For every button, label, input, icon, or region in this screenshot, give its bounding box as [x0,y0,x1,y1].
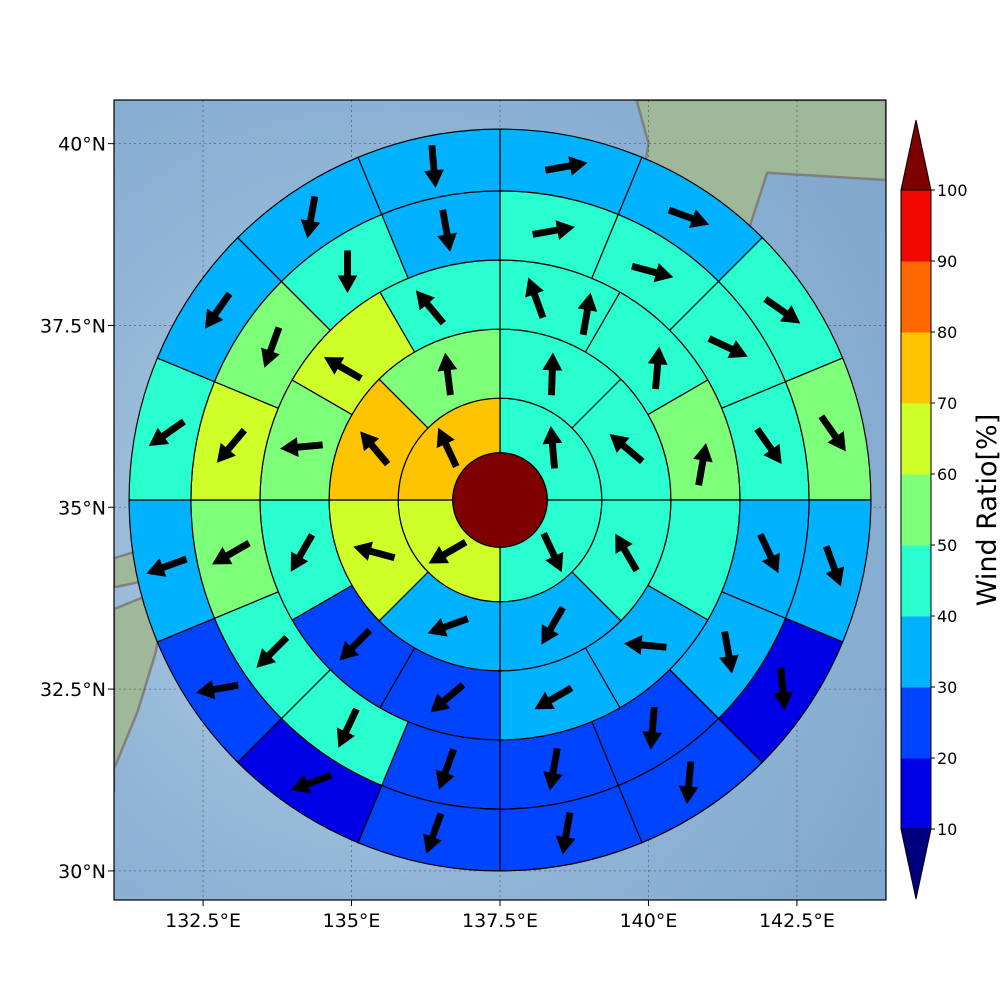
x-tick-label: 135°E [323,910,381,932]
wind-arrow [280,437,323,458]
wind-arrow [754,427,782,465]
colorbar-extend-min [900,828,932,900]
colorbar-tick-label: 20 [937,749,957,768]
wind-arrow [430,682,466,713]
wind-arrow [631,262,674,283]
wind-arrow [427,615,469,637]
y-tick-label: 37.5°N [40,315,106,337]
colorbar-tick-label: 10 [937,820,957,839]
colorbar-segment [901,261,931,333]
colorbar-title: Wind Ratio[%] [972,414,1000,606]
wind-arrow [216,427,248,463]
wind-arrow [642,706,663,750]
colorbar-segment [901,687,931,759]
y-tick-label: 40°N [58,134,106,156]
wind-arrow [542,352,563,396]
wind-arrow [261,326,283,368]
wind-arrow [336,707,360,748]
wind-arrow [818,414,846,452]
wind-arrow [148,418,186,447]
wind-arrow [146,555,188,577]
wind-arrow [423,812,445,854]
x-tick-label: 142.5°E [759,910,835,932]
wind-arrow [256,635,290,668]
wind-arrow [757,532,780,574]
wind-arrow [337,250,358,294]
colorbar-tick-label: 90 [937,252,957,271]
wind-arrow [542,425,563,469]
colorbar-tick-label: 30 [937,678,957,697]
wind-arrow [543,747,563,791]
wind-arrow [424,145,444,188]
wind-arrow [541,605,566,645]
wind-arrow [339,627,373,661]
colorbar-tick-label: 100 [937,181,968,200]
wind-arrow [773,667,793,711]
colorbar-tick-label: 50 [937,536,957,555]
wind-arrow [525,277,547,319]
y-tick-label: 35°N [58,497,106,519]
wind-arrow [577,292,598,336]
wind-arrow [623,635,667,655]
wind-arrow [360,431,391,467]
colorbar-segment [901,474,931,546]
wind-arrow [212,539,251,565]
x-tick-label: 140°E [620,910,678,932]
wind-arrow [667,206,710,228]
wind-arrow [678,761,699,805]
wind-arrow [719,630,739,674]
colorbar-segment [901,332,931,404]
wind-arrow [353,541,396,562]
colorbar-segment [901,545,931,617]
wind-arrow [436,427,460,469]
x-tick-label: 132.5°E [165,910,241,932]
wind-arrow [196,679,239,700]
wind-arrow [534,684,574,710]
wind-arrow [693,443,713,486]
wind-arrow [204,291,233,329]
colorbar-tick-label: 60 [937,465,957,484]
wind-arrow [647,346,668,390]
wind-arrow [435,748,457,790]
y-tick-label: 30°N [58,861,106,883]
wind-arrow [415,290,447,326]
colorbar-segment [901,758,931,830]
wind-arrow [323,357,363,382]
wind-arrow [437,352,458,396]
colorbar-tick-label: 40 [937,607,957,626]
colorbar-extend-max [900,119,932,191]
colorbar-tick-label: 70 [937,394,957,413]
wind-arrow [615,533,640,573]
colorbar-segment [901,190,931,262]
wind-arrow [437,209,457,252]
wind-arrow [540,531,564,573]
wind-arrow [555,811,576,855]
y-tick-label: 32.5°N [40,679,106,701]
wind-arrow [290,772,333,794]
colorbar-tick-label: 80 [937,323,957,342]
x-tick-label: 137.5°E [462,910,538,932]
wind-arrow [544,156,588,176]
colorbar-frame [900,189,932,830]
wind-arrow [428,539,468,564]
wind-arrow [763,296,801,324]
wind-arrow [300,195,321,239]
wind-arrow [609,433,645,465]
colorbar-segment [901,616,931,688]
wind-arrow [707,335,748,359]
wind-arrow [532,220,575,240]
center-disc [452,452,548,548]
wind-arrow [290,533,316,572]
colorbar-segment [901,403,931,475]
wind-arrow [822,545,845,587]
